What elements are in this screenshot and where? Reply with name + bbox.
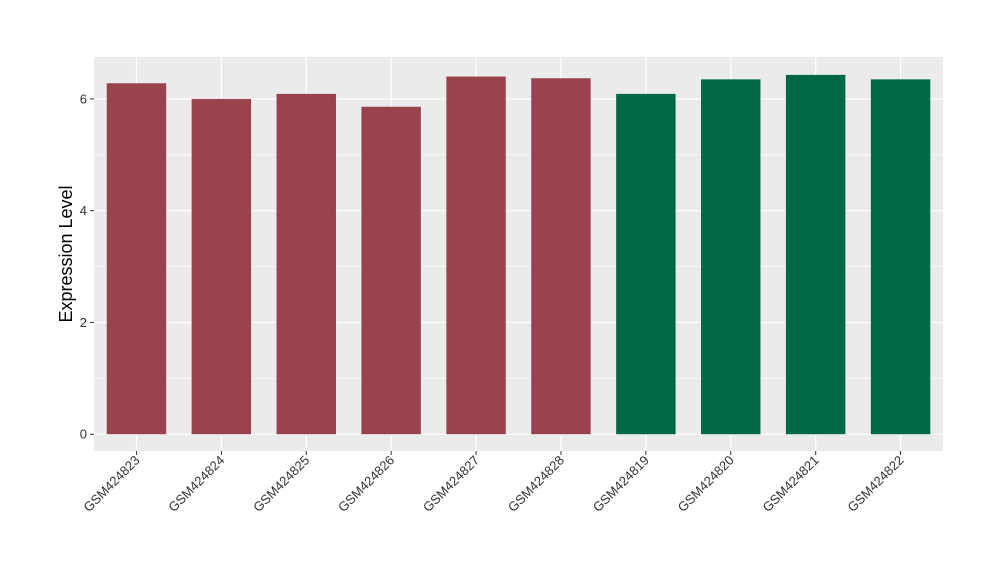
- y-axis-title: Expression Level: [56, 185, 76, 322]
- y-tick-label: 2: [80, 315, 87, 330]
- bar: [531, 78, 591, 435]
- bar: [446, 76, 506, 435]
- x-tick-label: GSM424822: [844, 453, 906, 515]
- y-axis: 0 2 4 6: [80, 91, 94, 442]
- y-tick-label: 6: [80, 91, 87, 106]
- bar: [106, 83, 167, 435]
- x-tick-label: GSM424819: [590, 453, 652, 515]
- bar: [785, 74, 846, 435]
- x-tick-label: GSM424821: [760, 453, 822, 515]
- x-tick-label: GSM424826: [335, 453, 397, 515]
- bar: [276, 93, 336, 435]
- bars: [106, 74, 931, 435]
- x-tick-label: GSM424820: [675, 453, 737, 515]
- bar: [616, 93, 676, 435]
- x-tick-label: GSM424823: [80, 453, 142, 515]
- bar: [870, 79, 931, 435]
- y-tick-label: 0: [80, 427, 87, 442]
- x-tick-label: GSM424828: [505, 453, 567, 515]
- x-tick-label: GSM424827: [420, 453, 482, 515]
- x-axis: GSM424823 GSM424824 GSM424825 GSM424826 GSM4…: [80, 451, 907, 515]
- x-tick-label: GSM424825: [250, 453, 312, 515]
- x-tick-label: GSM424824: [165, 453, 227, 515]
- bar: [361, 106, 421, 435]
- y-tick-label: 4: [80, 203, 87, 218]
- bar: [701, 79, 761, 435]
- bar: [191, 98, 252, 435]
